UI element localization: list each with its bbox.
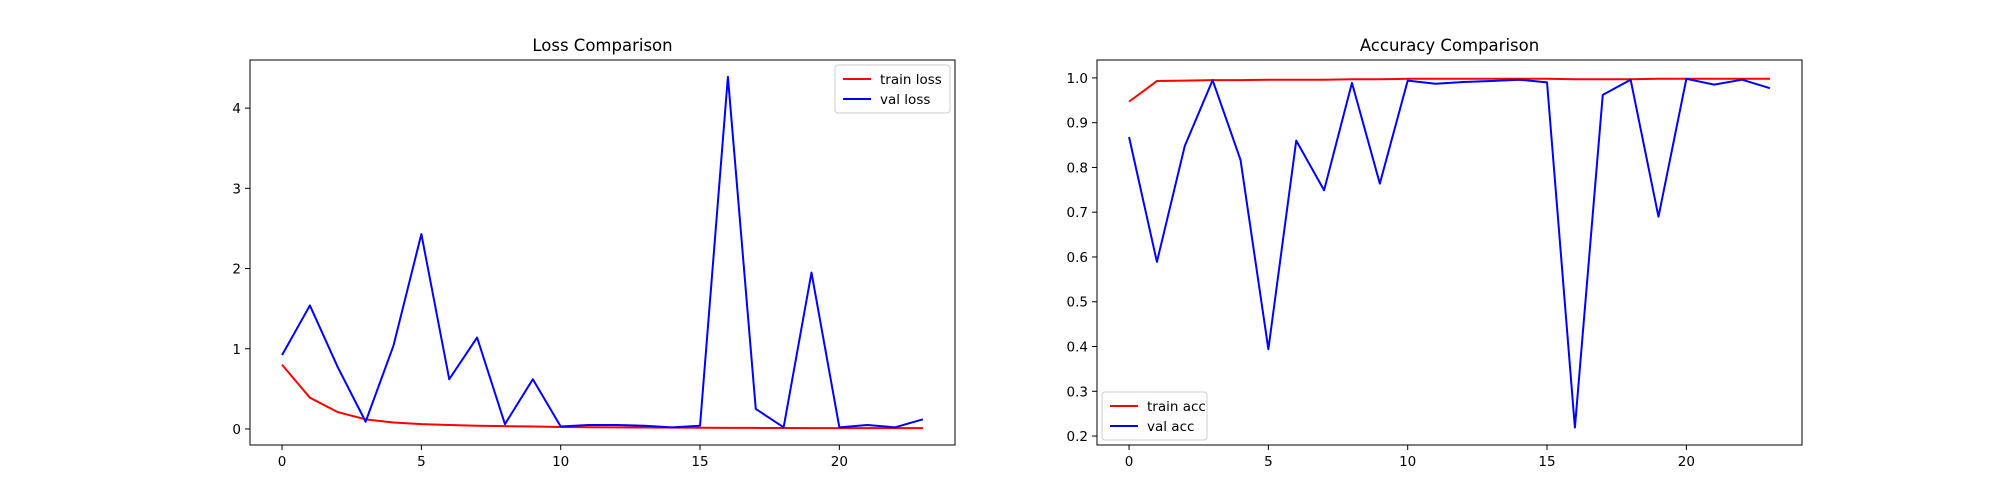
x-tick-label: 0	[1125, 454, 1134, 470]
y-tick-label: 0.8	[1067, 160, 1088, 176]
chart-panel-1: Loss Comparison 0 5 10 15 20 0 1 2 3 4 train loss va…	[232, 36, 956, 470]
x-tick-label: 10	[552, 454, 569, 470]
legend-box	[1101, 391, 1208, 441]
y-tick-label: 1	[232, 342, 241, 358]
legend-label: train loss	[880, 72, 942, 88]
y-tick-label: 0	[232, 422, 241, 438]
x-tick-label: 0	[278, 454, 287, 470]
legend-label: train acc	[1147, 399, 1206, 415]
legend-box	[834, 64, 951, 114]
series-line-val-acc	[1128, 77, 1771, 429]
y-tick-label: 2	[232, 262, 241, 278]
y-tick-label: 0.7	[1067, 205, 1088, 221]
y-tick-label: 0.4	[1067, 340, 1088, 356]
plot-frame	[249, 59, 956, 446]
y-tick-label: 0.5	[1067, 295, 1088, 311]
legend-label: val acc	[1147, 419, 1194, 435]
series-line-train-acc	[1128, 77, 1770, 103]
y-tick-label: 0.9	[1067, 116, 1088, 132]
x-tick-label: 10	[1399, 454, 1416, 470]
x-tick-label: 5	[1264, 454, 1273, 470]
series-line-val-loss	[281, 75, 924, 429]
x-tick-label: 5	[417, 454, 426, 470]
plot-frame	[1096, 59, 1803, 446]
legend: train acc val acc	[1101, 391, 1208, 441]
y-tick-label: 0.6	[1067, 250, 1088, 266]
legend: train loss val loss	[834, 64, 951, 114]
x-tick-label: 15	[691, 454, 708, 470]
legend-label: val loss	[880, 92, 930, 108]
x-tick-label: 20	[831, 454, 848, 470]
y-tick-label: 3	[232, 181, 241, 197]
x-tick-label: 15	[1538, 454, 1555, 470]
chart-panel-2: Accuracy Comparison 0 5 10 15 20 0.2 0.3 0.4 0.5 0…	[1067, 36, 1803, 470]
y-tick-label: 0.2	[1067, 429, 1088, 445]
y-tick-label: 0.3	[1067, 384, 1088, 400]
series-line-train-loss	[281, 364, 923, 430]
y-tick-label: 1.0	[1067, 71, 1088, 87]
chart-title: Loss Comparison	[532, 36, 672, 55]
chart-title: Accuracy Comparison	[1360, 36, 1539, 55]
x-tick-label: 20	[1678, 454, 1695, 470]
y-tick-label: 4	[232, 101, 241, 117]
